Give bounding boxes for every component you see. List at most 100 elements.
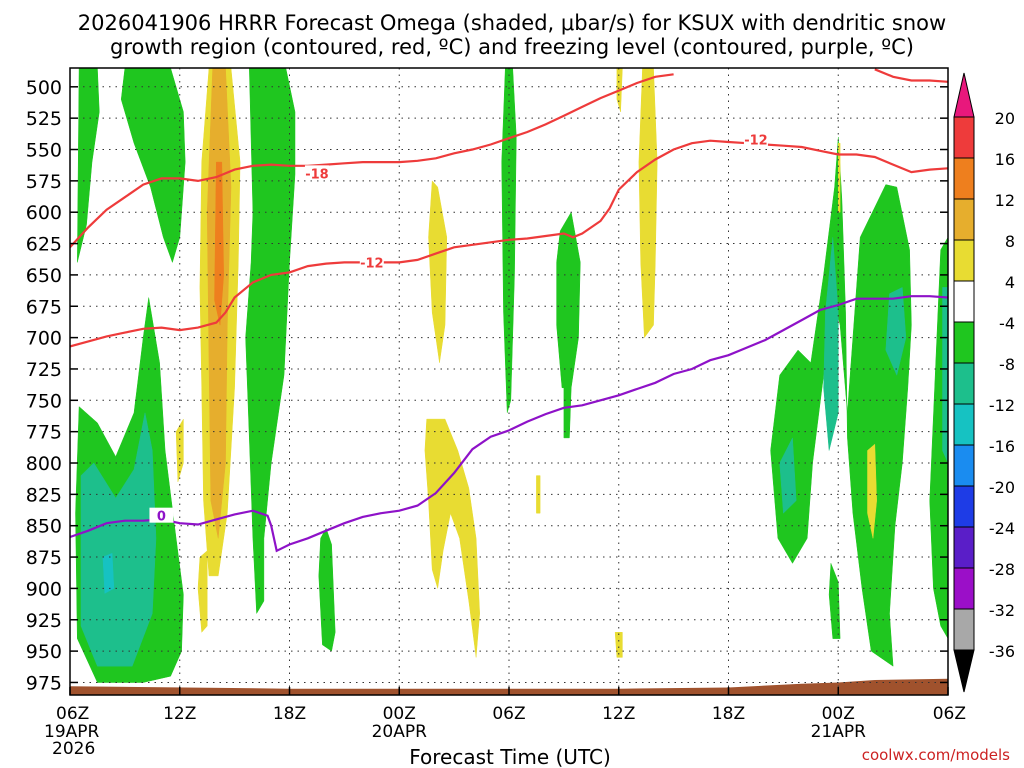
omega-region-24: [428, 180, 448, 363]
y-tick-label-700: 700: [26, 328, 62, 350]
contour-label-zero-bg: [149, 507, 174, 523]
y-tick-label-925: 925: [26, 610, 62, 632]
contour-label-minus18-bg: [304, 165, 329, 181]
y-tick-label-600: 600: [26, 202, 62, 224]
colorbar-label-10: -24: [989, 519, 1015, 538]
x-tick-label-1: 12Z: [163, 704, 196, 724]
colorbar-label-6: -8: [999, 355, 1015, 374]
x-tick-label-4: 06Z: [492, 704, 525, 724]
contour-freezing-level: [70, 295, 948, 553]
colorbar-band-1: [953, 157, 975, 200]
colorbar-band-10: [953, 526, 975, 569]
chart-title-line-1: 2026041906 HRRR Forecast Omega (shaded, …: [78, 11, 946, 35]
y-tick-label-725: 725: [26, 359, 62, 381]
colorbar-label-11: -28: [989, 560, 1015, 579]
omega-region-3: [80, 412, 157, 667]
colorbar-label-0: 20: [995, 109, 1015, 128]
colorbar-label-7: -12: [989, 396, 1015, 415]
colorbar-band-2: [953, 198, 975, 241]
contour-label-minus18: -18: [305, 167, 329, 182]
colorbar-band-7: [953, 403, 975, 446]
colorbar-label-3: 8: [1005, 232, 1015, 251]
omega-region-5: [245, 68, 296, 615]
omega-region-29: [867, 443, 877, 539]
x-tick-label-6: 18Z: [712, 704, 745, 724]
y-tick-label-550: 550: [26, 140, 62, 162]
x-tick-label-0: 06Z: [56, 704, 89, 724]
colorbar-label-13: -36: [989, 642, 1015, 661]
y-tick-label-800: 800: [26, 453, 62, 475]
grid-lines: [70, 68, 948, 695]
y-tick-label-975: 975: [26, 672, 62, 694]
colorbar-label-5: -4: [999, 314, 1015, 333]
x-axis-title: Forecast Time (UTC): [409, 745, 611, 768]
omega-region-20: [197, 550, 208, 633]
contour-label-minus12-b: -12: [744, 133, 768, 148]
credit-text: coolwx.com/models: [862, 746, 1010, 764]
colorbar-label-4: 4: [1005, 273, 1015, 292]
y-tick-label-625: 625: [26, 234, 62, 256]
y-tick-label-825: 825: [26, 484, 62, 506]
x-tick-label-3: 00Z: [383, 704, 416, 724]
omega-region-19: [214, 161, 224, 326]
colorbar-bottom-arrow: [953, 649, 975, 693]
chart-title-line-2: growth region (contoured, red, ºC) and f…: [110, 35, 914, 59]
colorbar-band-0: [953, 116, 975, 159]
contour-label-minus12: -12: [360, 256, 384, 271]
x-tick-label-8: 06Z: [933, 704, 966, 724]
y-axis: 500 525 550 575 600 625 650 675 700 725 750 775 800 8…: [26, 77, 948, 694]
omega-region-27: [638, 68, 658, 339]
y-tick-label-850: 850: [26, 516, 62, 538]
x-date-label-7: 21APR: [811, 722, 867, 742]
y-tick-label-950: 950: [26, 641, 62, 663]
contour-minus18-b: [874, 68, 948, 83]
y-tick-label-500: 500: [26, 77, 62, 99]
colorbar-band-6: [953, 362, 975, 405]
omega-region-12: [885, 287, 907, 376]
colorbar-label-12: -32: [989, 601, 1015, 620]
x-date-label-0: 19APR: [44, 722, 100, 742]
omega-region-4: [102, 552, 115, 594]
omega-region-23: [430, 443, 438, 508]
contour-label-minus12-bg: [359, 254, 384, 270]
colorbar-band-4: [953, 280, 975, 323]
colorbar-band-9: [953, 485, 975, 528]
contour-layer: -18 -12 -12 0: [70, 68, 948, 553]
contour-label-zero: 0: [157, 510, 166, 525]
y-tick-label-575: 575: [26, 171, 62, 193]
omega-region-15: [942, 287, 948, 464]
colorbar-label-8: -16: [989, 437, 1015, 456]
x-date-label-3: 20APR: [372, 722, 428, 742]
y-tick-label-750: 750: [26, 390, 62, 412]
y-tick-label-675: 675: [26, 296, 62, 318]
colorbar-band-12: [953, 608, 975, 651]
x-tick-label-2: 18Z: [273, 704, 306, 724]
y-tick-label-775: 775: [26, 422, 62, 444]
omega-region-21: [175, 418, 184, 482]
colorbar-label-9: -20: [989, 478, 1015, 497]
colorbar-label-2: 12: [995, 191, 1015, 210]
x-tick-label-5: 12Z: [602, 704, 635, 724]
y-tick-label-650: 650: [26, 265, 62, 287]
omega-region-10: [770, 136, 912, 667]
x-tick-label-7: 00Z: [822, 704, 855, 724]
omega-region-1: [120, 68, 186, 264]
x-year-label-0: 2026: [52, 739, 95, 759]
omega-region-9: [563, 387, 572, 439]
y-tick-label-875: 875: [26, 547, 62, 569]
colorbar-band-3: [953, 239, 975, 282]
colorbar-band-11: [953, 567, 975, 610]
y-tick-label-900: 900: [26, 578, 62, 600]
colorbar-label-1: 16: [995, 150, 1015, 169]
omega-shading: [75, 68, 948, 683]
contour-minus12: [70, 139, 948, 348]
omega-region-22: [424, 418, 480, 658]
omega-region-6: [318, 527, 336, 652]
colorbar-band-8: [953, 444, 975, 487]
y-tick-label-525: 525: [26, 108, 62, 130]
omega-region-0: [77, 68, 100, 263]
colorbar-band-5: [953, 321, 975, 364]
contour-label-minus12-b-bg: [743, 131, 768, 147]
